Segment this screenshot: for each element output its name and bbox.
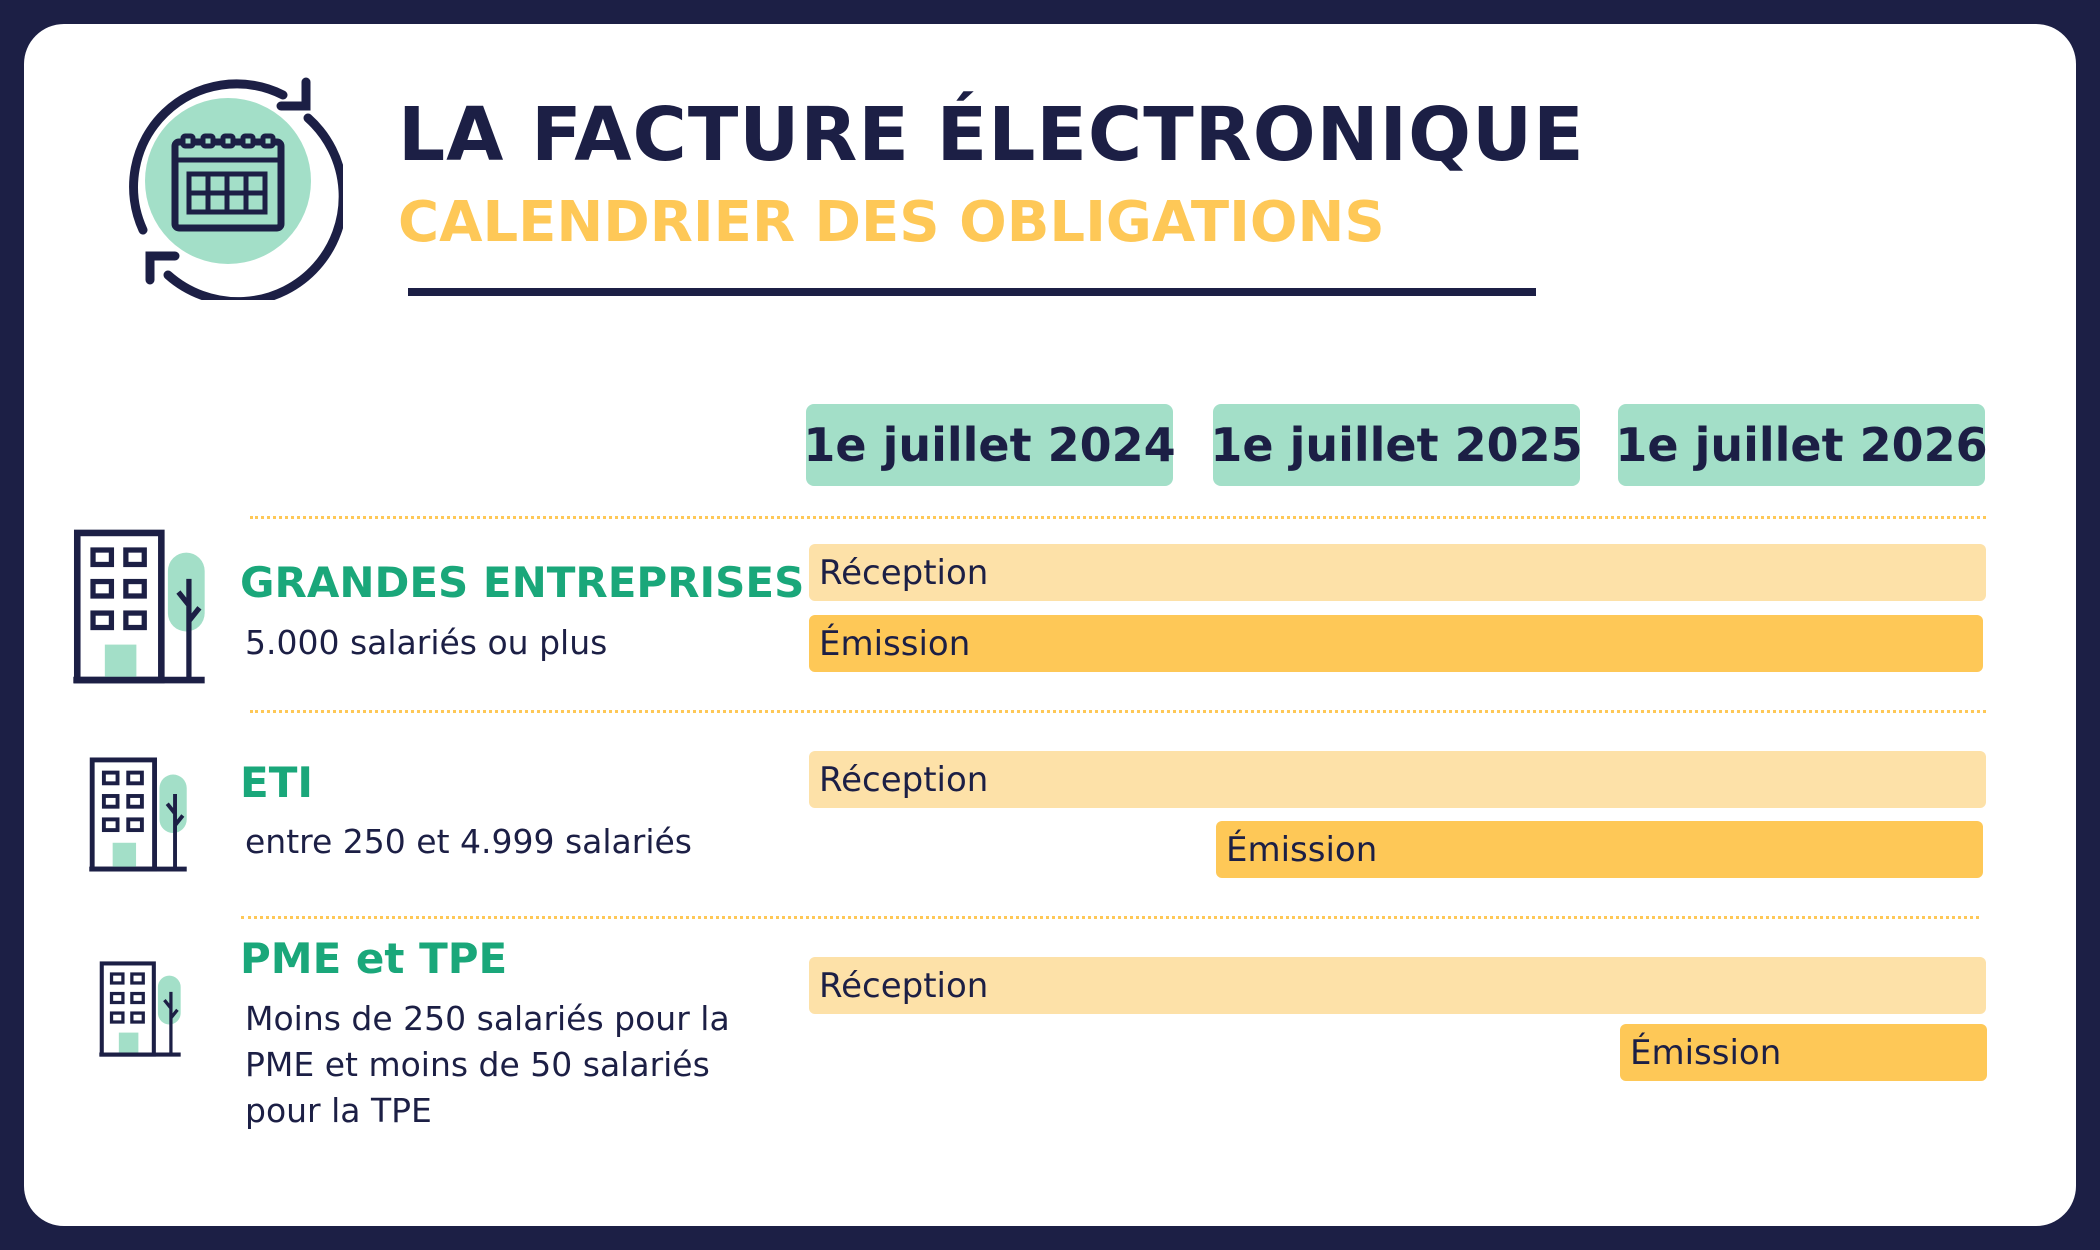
- emission-bar: Émission: [1620, 1024, 1987, 1081]
- small-building-icon: [98, 961, 182, 1057]
- date-header-2026: 1e juillet 2026: [1615, 404, 1988, 486]
- date-header-2024: 1e juillet 2024: [803, 404, 1176, 486]
- category-name: GRANDES ENTREPRISES: [240, 558, 805, 607]
- page-title: LA FACTURE ÉLECTRONIQUE: [398, 92, 1585, 178]
- medium-building-icon: [88, 757, 188, 872]
- category-name: PME et TPE: [240, 934, 508, 983]
- category-name: ETI: [240, 758, 313, 807]
- row-divider: [250, 710, 1986, 713]
- emission-bar: Émission: [809, 615, 1983, 672]
- date-header-2025: 1e juillet 2025: [1210, 404, 1583, 486]
- calendar-refresh-icon: [129, 77, 343, 300]
- row-divider: [250, 516, 1986, 519]
- page-subtitle: CALENDRIER DES OBLIGATIONS: [398, 190, 1385, 255]
- large-building-icon: [72, 529, 206, 684]
- row-divider: [241, 916, 1979, 919]
- reception-bar: Réception: [809, 751, 1986, 808]
- category-description: entre 250 et 4.999 salariés: [245, 822, 692, 861]
- category-description: 5.000 salariés ou plus: [245, 623, 608, 662]
- title-underline: [408, 288, 1536, 296]
- reception-bar: Réception: [809, 957, 1986, 1014]
- emission-bar: Émission: [1216, 821, 1983, 878]
- category-description: Moins de 250 salariés pour la PME et moi…: [245, 999, 730, 1130]
- reception-bar: Réception: [809, 544, 1986, 601]
